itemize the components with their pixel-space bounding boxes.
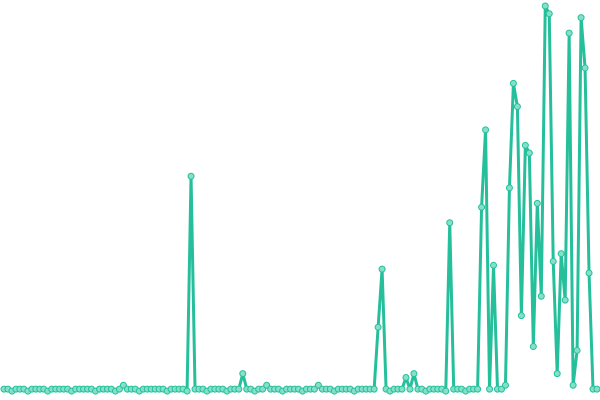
point xyxy=(577,14,585,22)
point xyxy=(561,296,569,304)
point xyxy=(533,199,541,207)
point xyxy=(442,387,450,395)
point xyxy=(529,343,537,351)
point xyxy=(509,79,517,87)
point xyxy=(406,385,414,393)
point xyxy=(565,29,573,37)
point xyxy=(521,141,529,149)
point xyxy=(537,292,545,300)
point xyxy=(541,2,549,10)
point xyxy=(585,269,593,277)
point xyxy=(235,385,243,393)
line xyxy=(4,4,597,393)
point xyxy=(478,203,486,211)
point xyxy=(581,64,589,72)
point xyxy=(410,370,418,378)
point xyxy=(525,149,533,157)
point xyxy=(378,265,386,273)
point xyxy=(486,385,494,393)
point xyxy=(490,261,498,269)
point xyxy=(374,323,382,331)
point xyxy=(549,257,557,265)
point xyxy=(513,103,521,111)
point xyxy=(557,250,565,258)
point xyxy=(398,385,406,393)
point xyxy=(517,312,525,320)
point xyxy=(446,219,454,227)
point xyxy=(553,370,561,378)
point xyxy=(370,385,378,393)
point xyxy=(402,374,410,382)
point xyxy=(501,381,509,389)
point xyxy=(239,370,247,378)
point xyxy=(573,346,581,354)
point xyxy=(187,172,195,180)
point xyxy=(593,385,600,393)
point xyxy=(545,10,553,18)
point xyxy=(482,126,490,134)
point xyxy=(569,381,577,389)
point xyxy=(474,385,482,393)
point xyxy=(183,387,191,395)
point xyxy=(505,184,513,192)
